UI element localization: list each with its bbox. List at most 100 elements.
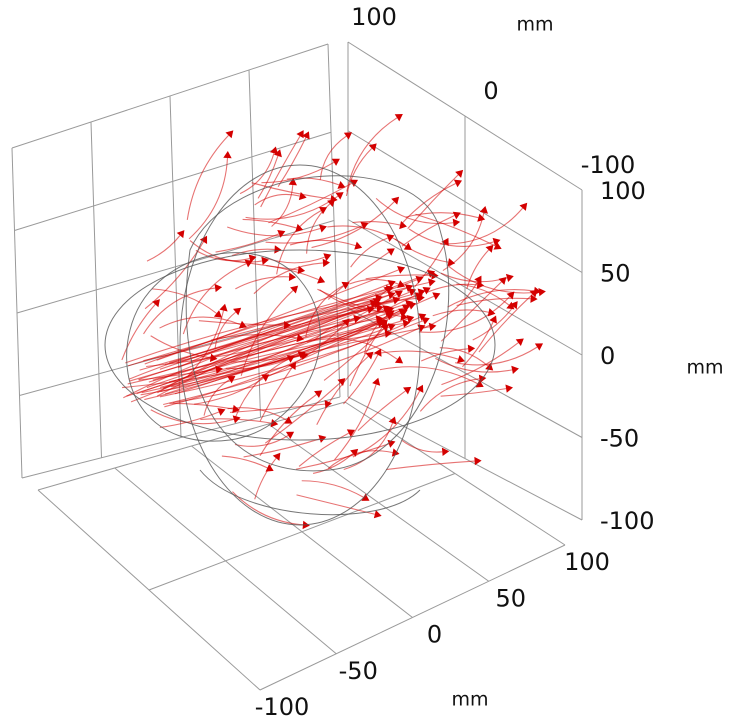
- streamline: [254, 193, 300, 206]
- streamline: [146, 235, 181, 262]
- grid-line: [347, 41, 583, 191]
- streamline: [195, 249, 250, 262]
- arrow-head: [343, 132, 353, 140]
- streamline: [150, 409, 234, 425]
- grid-line: [21, 396, 341, 479]
- arrow-head: [391, 448, 400, 457]
- arrow-head: [421, 316, 430, 325]
- streamline: [286, 177, 340, 186]
- arrow-head: [365, 351, 374, 360]
- streamline: [253, 262, 324, 295]
- arrow-head: [248, 254, 257, 263]
- x-tick-label: -50: [339, 657, 378, 685]
- arrow-head: [406, 315, 415, 324]
- arrow-head: [317, 275, 326, 284]
- arrow-head: [506, 291, 515, 300]
- streamline: [261, 161, 335, 184]
- arrow-head: [272, 452, 281, 461]
- arrow-head: [346, 429, 355, 437]
- streamline: [334, 384, 377, 461]
- arrow-head: [285, 431, 295, 440]
- arrow-head: [387, 291, 396, 300]
- streamline: [139, 303, 372, 371]
- streamline: [319, 135, 347, 180]
- outline-curve: [126, 252, 321, 442]
- streamline: [164, 307, 405, 408]
- streamline: [327, 225, 407, 247]
- arrow-head: [534, 343, 544, 351]
- arrow-head: [354, 241, 363, 250]
- streamline: [169, 402, 234, 410]
- streamline: [295, 443, 390, 470]
- streamline: [478, 294, 533, 353]
- streamline: [419, 378, 480, 412]
- streamline: [276, 210, 322, 275]
- arrow-head: [474, 456, 482, 466]
- outline-curve: [199, 469, 421, 516]
- streamline: [418, 296, 511, 333]
- streamline: [405, 212, 479, 219]
- arrow-head: [277, 229, 286, 238]
- streamline: [176, 295, 417, 364]
- streamline: [251, 182, 331, 200]
- arrow-head: [302, 131, 310, 140]
- arrow-head: [270, 418, 279, 428]
- streamline: [159, 320, 424, 398]
- streamline: [232, 491, 303, 526]
- streamline: [200, 418, 272, 424]
- streamline: [171, 312, 402, 388]
- arrow-head: [322, 258, 330, 268]
- outline-curve: [185, 175, 450, 472]
- arrow-head: [394, 290, 403, 298]
- y-tick-label: 100: [351, 3, 397, 31]
- streamline: [123, 309, 368, 399]
- streamline: [260, 135, 301, 208]
- arrow-head: [492, 237, 501, 246]
- streamline: [455, 346, 538, 366]
- streamline: [306, 338, 398, 360]
- arrow-head: [399, 309, 408, 317]
- streamline: [316, 355, 369, 425]
- streamline: [343, 354, 379, 405]
- streamline: [268, 182, 353, 224]
- streamline: [234, 435, 289, 447]
- domain-outline: [104, 164, 496, 526]
- arrow-head: [427, 278, 436, 287]
- streamline: [159, 411, 220, 428]
- streamline: [327, 450, 393, 469]
- streamline: [350, 237, 389, 268]
- streamline: [394, 238, 449, 263]
- streamline: [311, 201, 395, 249]
- arrow-head: [479, 205, 488, 214]
- arrow-head: [284, 416, 293, 424]
- arrow-head: [269, 146, 278, 155]
- arrow-head: [341, 281, 350, 290]
- streamline: [440, 388, 507, 397]
- arrow-head: [217, 408, 226, 416]
- streamline: [265, 225, 363, 244]
- arrow-head: [176, 230, 185, 239]
- streamline: [379, 366, 478, 385]
- streamline: [127, 303, 375, 367]
- arrow-head: [323, 253, 332, 262]
- arrow-head: [506, 301, 515, 310]
- streamline: [188, 157, 229, 240]
- arrow-head: [233, 307, 242, 316]
- streamline: [401, 182, 456, 225]
- y-axis-label: mm: [516, 14, 553, 36]
- arrow-head: [227, 376, 236, 384]
- z-tick-label: -50: [600, 425, 639, 453]
- streamline: [440, 207, 524, 245]
- streamline: [447, 289, 535, 308]
- streamline: [239, 153, 275, 195]
- arrow-head: [397, 265, 406, 274]
- arrow-head: [475, 379, 484, 388]
- streamline: [357, 390, 406, 432]
- arrow-head: [403, 386, 412, 395]
- streamline: [144, 241, 204, 310]
- streamline: [289, 239, 356, 247]
- streamline: [385, 460, 475, 471]
- arrow-head: [485, 244, 494, 253]
- arrow-head: [515, 338, 524, 347]
